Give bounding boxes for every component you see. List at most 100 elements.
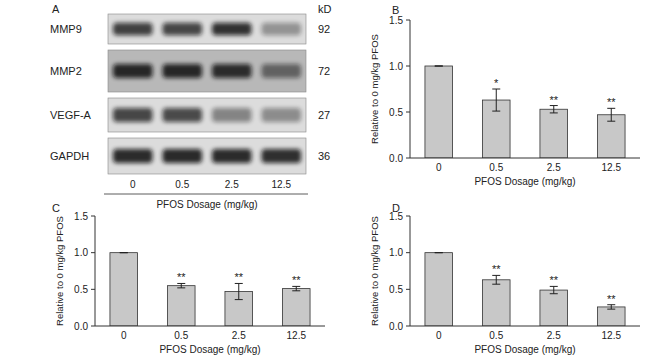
y-tick [406,252,410,253]
y-tick [406,112,410,113]
y-tick [406,20,410,21]
error-bar [550,286,558,293]
error-bar [292,286,300,290]
blot-panel: AkDMMP992MMP272VEGF-A27GAPDH3600.52.512.… [50,3,332,210]
error-cap [550,293,558,294]
x-axis [95,326,325,327]
error-cap [435,66,443,67]
bar [597,307,625,326]
error-cap [492,111,500,112]
y-tick [91,326,95,327]
y-tick [406,216,410,217]
protein-label: VEGF-A [50,109,92,121]
x-axis-label: PFOS Dosage (mg/kg) [159,344,260,355]
y-tick [91,216,95,217]
x-tick-label: 12.5 [602,330,622,341]
error-cap [435,66,443,67]
blot-band [163,108,203,122]
bar-chart: D******0.00.51.01.500.52.512.5PFOS Dosag… [369,202,640,355]
error-bar [550,106,558,113]
significance: ** [549,94,558,106]
error-cap [435,252,443,253]
blot-band [113,108,153,122]
significance: ** [549,274,558,286]
error-cap [435,252,443,253]
x-tick-label: 2.5 [547,162,561,173]
error-stem [496,275,497,284]
blot-strip [108,50,306,92]
error-stem [296,286,297,290]
blot-strip [108,14,306,44]
blot-band [163,149,203,163]
y-tick [406,289,410,290]
y-tick-label: 1.5 [389,211,403,222]
unit-label: kD [318,3,332,15]
blot-band [113,64,153,78]
blot-band [262,108,302,122]
error-cap [120,252,128,253]
significance: * [494,77,499,89]
error-cap [550,112,558,113]
error-cap [177,287,185,288]
y-tick-label: 1.0 [389,61,403,72]
kd-label: 72 [318,65,330,77]
blot-band [262,64,302,78]
significance: ** [292,274,301,286]
error-bar [492,89,500,111]
blot-xlabel: PFOS Dosage (mg/kg) [156,199,257,210]
blot-strip [108,138,306,174]
blot-band [212,149,252,163]
error-stem [611,305,612,309]
bar [482,280,510,326]
blot-band [163,64,203,78]
x-tick-label: 0.5 [489,330,503,341]
error-stem [238,283,239,299]
significance: ** [607,293,616,305]
y-tick-label: 0.0 [389,153,403,164]
y-tick-label: 1.0 [389,247,403,258]
blot-strip [108,98,306,132]
x-tick-label: 0 [436,330,442,341]
panel-label: A [52,3,60,15]
blot-band [212,23,252,36]
x-axis-label: PFOS Dosage (mg/kg) [474,176,575,187]
error-bar [492,275,500,284]
blot-band [163,23,203,36]
bar [425,253,453,326]
y-tick-label: 0.0 [74,321,88,332]
protein-label: MMP9 [50,23,82,35]
y-tick-label: 0.5 [74,284,88,295]
kd-label: 92 [318,23,330,35]
y-axis [410,20,411,158]
marks [425,66,625,158]
y-tick-label: 0.0 [389,321,403,332]
y-tick-label: 1.5 [389,15,403,26]
bar-chart: B*****0.00.51.01.500.52.512.5PFOS Dosage… [369,4,640,187]
bar [282,289,310,326]
error-bar [435,66,443,67]
error-stem [181,283,182,287]
y-tick [406,326,410,327]
x-tick-label: 0 [436,162,442,173]
error-stem [611,108,612,121]
bar-chart: C******0.00.51.01.500.52.512.5PFOS Dosag… [52,202,325,355]
lane-rule [104,194,308,195]
y-axis-label: Relative to 0 mg/kg PFOS [54,216,65,326]
error-cap [607,121,615,122]
x-tick-label: 12.5 [602,162,622,173]
x-tick-label: 2.5 [547,330,561,341]
marks [110,253,310,326]
y-axis-label: Relative to 0 mg/kg PFOS [369,216,380,326]
error-cap [492,284,500,285]
error-stem [553,286,554,293]
lane-label: 0 [130,179,136,190]
y-tick [91,289,95,290]
error-stem [496,89,497,111]
x-axis [410,326,640,327]
significance: ** [177,271,186,283]
y-axis-label: Relative to 0 mg/kg PFOS [369,34,380,144]
blot-band [113,149,153,163]
figure: AkDMMP992MMP272VEGF-A27GAPDH3600.52.512.… [0,0,666,361]
x-tick-label: 2.5 [232,330,246,341]
significance: ** [234,271,243,283]
